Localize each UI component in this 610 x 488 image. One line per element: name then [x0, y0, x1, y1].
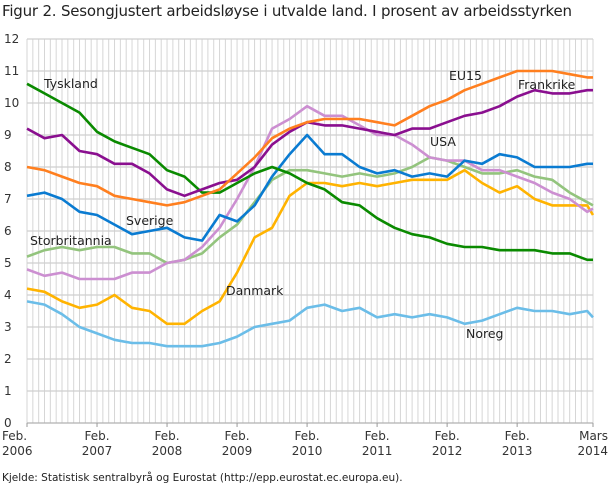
y-tick-label: 7 — [4, 192, 12, 206]
series-line-noreg — [26, 300, 594, 348]
series-label-tyskland: Tyskland — [43, 76, 98, 91]
y-tick-label: 8 — [4, 160, 12, 174]
series-line-tyskland — [26, 82, 593, 262]
x-tick-label: Feb. — [155, 429, 180, 443]
x-tick-label: 2013 — [502, 444, 533, 458]
series-line-usa — [26, 104, 594, 281]
y-tick-label: 11 — [4, 64, 19, 78]
y-tick-label: 10 — [4, 96, 19, 110]
series-line-sverige — [26, 133, 593, 242]
x-tick-label: 2012 — [432, 444, 463, 458]
chart-title: Figur 2. Sesongjustert arbeidsløyse i ut… — [2, 2, 572, 20]
x-tick-label: Feb. — [435, 429, 460, 443]
x-tick-label: 2010 — [292, 444, 323, 458]
series-label-danmark: Danmark — [226, 283, 284, 298]
y-tick-label: 9 — [4, 128, 12, 142]
series-label-storbritannia: Storbritannia — [30, 233, 112, 248]
y-tick-label: 12 — [4, 32, 19, 46]
series-line-storbritannia — [26, 156, 594, 265]
x-tick-label: 2009 — [222, 444, 253, 458]
series-label-noreg: Noreg — [466, 326, 504, 341]
x-tick-label: Mars — [579, 429, 608, 443]
series-line-eu15 — [26, 69, 593, 207]
series-label-frankrike: Frankrike — [518, 77, 576, 92]
x-tick-label: 2006 — [2, 444, 33, 458]
series-label-eu15: EU15 — [449, 68, 482, 83]
series-line-danmark — [26, 168, 595, 326]
x-tick-label: Feb. — [295, 429, 320, 443]
source-note: Kjelde: Statistisk sentralbyrå og Eurost… — [2, 472, 403, 484]
y-tick-label: 0 — [4, 416, 12, 430]
x-tick-label: 2014 — [577, 444, 608, 458]
series-label-sverige: Sverige — [126, 213, 174, 228]
x-tick-label: Feb. — [2, 429, 27, 443]
y-tick-label: 3 — [4, 320, 12, 334]
series-line-frankrike — [26, 88, 593, 198]
x-tick-label: 2008 — [152, 444, 183, 458]
y-tick-label: 2 — [4, 352, 12, 366]
y-tick-label: 4 — [4, 288, 12, 302]
x-tick-label: Feb. — [505, 429, 530, 443]
x-tick-label: 2011 — [362, 444, 393, 458]
y-tick-label: 5 — [4, 256, 12, 270]
x-tick-label: 2007 — [82, 444, 113, 458]
x-tick-label: Feb. — [225, 429, 250, 443]
series-label-usa: USA — [430, 134, 456, 149]
y-tick-label: 1 — [4, 384, 12, 398]
y-tick-label: 6 — [4, 224, 12, 238]
x-tick-label: Feb. — [84, 429, 109, 443]
x-tick-label: Feb. — [365, 429, 390, 443]
